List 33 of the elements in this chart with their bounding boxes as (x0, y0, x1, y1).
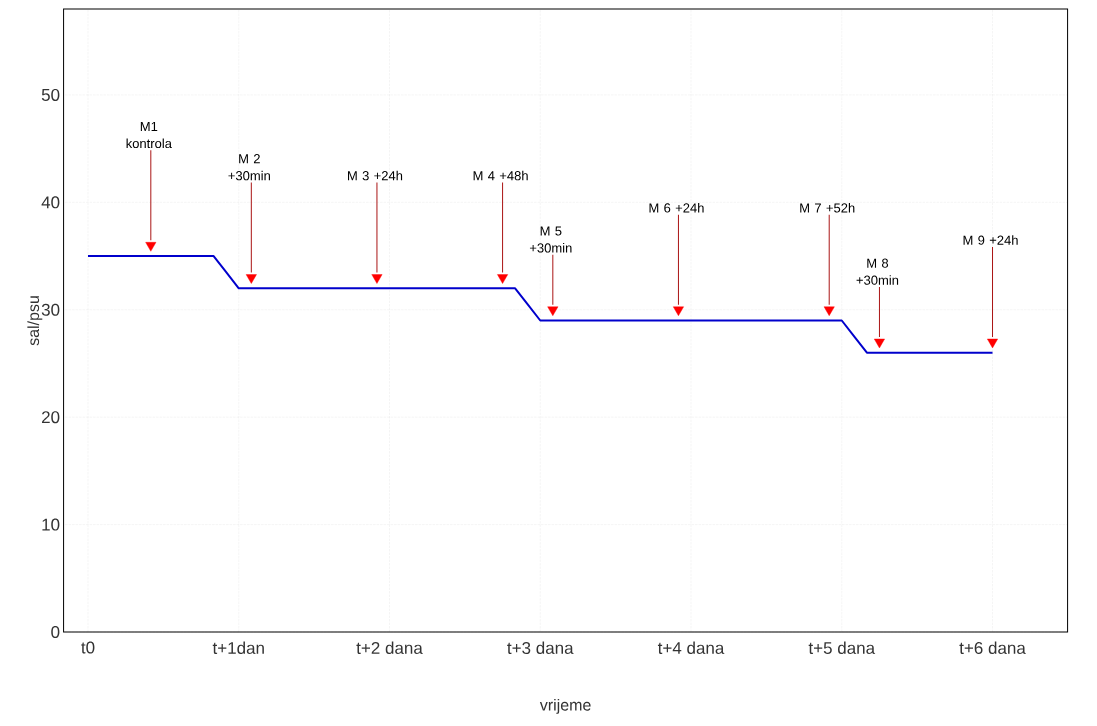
point (145, 242, 157, 252)
x-axis-title: vrijeme (539, 698, 591, 714)
x-tick-label: t0 (81, 641, 95, 654)
y-tick-label: 30 (41, 303, 60, 316)
annotation: M 2 +30min (228, 154, 270, 181)
point (874, 338, 885, 349)
y-tick-label: 10 (42, 518, 60, 531)
x-tick-label: t+6 dana (959, 641, 1026, 655)
annotation: M 3 +24h (348, 170, 403, 181)
y-tick-label: 40 (41, 196, 60, 209)
annotation: M 7 +52h (800, 203, 855, 213)
x-tick-label: t+1dan (212, 641, 264, 655)
annotation: M1 kontrola (126, 122, 172, 149)
point (371, 274, 383, 284)
y-axis-title: sal/psu (27, 296, 43, 346)
annotation: M 9 +24h (963, 235, 1018, 245)
x-tick-label: t+2 dana (356, 641, 423, 655)
point (823, 306, 835, 316)
annotation: M 4 +48h (473, 170, 528, 181)
point (987, 338, 998, 349)
x-tick-label: t+4 dana (657, 641, 725, 655)
point (245, 274, 257, 284)
y-tick-label: 0 (51, 625, 60, 639)
y-tick-label: 20 (42, 411, 60, 424)
annotation: M 8 +30min (856, 258, 899, 285)
annotation: M 6 +24h (649, 203, 704, 213)
x-tick-label: t+5 dana (808, 641, 876, 655)
x-tick-label: t+3 dana (507, 641, 574, 655)
point (497, 274, 508, 284)
y-tick-label: 50 (41, 88, 60, 101)
point (547, 306, 559, 316)
annotation: M 5 +30min (529, 226, 572, 253)
point (673, 306, 684, 316)
